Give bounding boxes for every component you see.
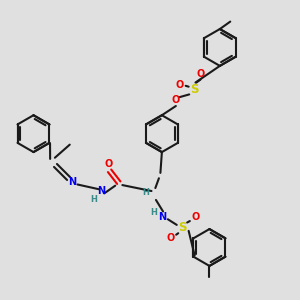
Text: S: S bbox=[190, 82, 199, 96]
Text: N: N bbox=[158, 212, 166, 222]
Text: O: O bbox=[167, 233, 175, 243]
Text: N: N bbox=[68, 177, 76, 187]
Text: H: H bbox=[143, 188, 150, 197]
Text: N: N bbox=[97, 186, 105, 196]
Text: O: O bbox=[171, 95, 179, 105]
Text: S: S bbox=[178, 221, 187, 234]
Text: O: O bbox=[175, 80, 183, 90]
Text: O: O bbox=[191, 212, 199, 223]
Text: H: H bbox=[90, 195, 97, 204]
Text: O: O bbox=[105, 159, 113, 169]
Text: O: O bbox=[197, 69, 205, 79]
Text: H: H bbox=[150, 208, 157, 217]
